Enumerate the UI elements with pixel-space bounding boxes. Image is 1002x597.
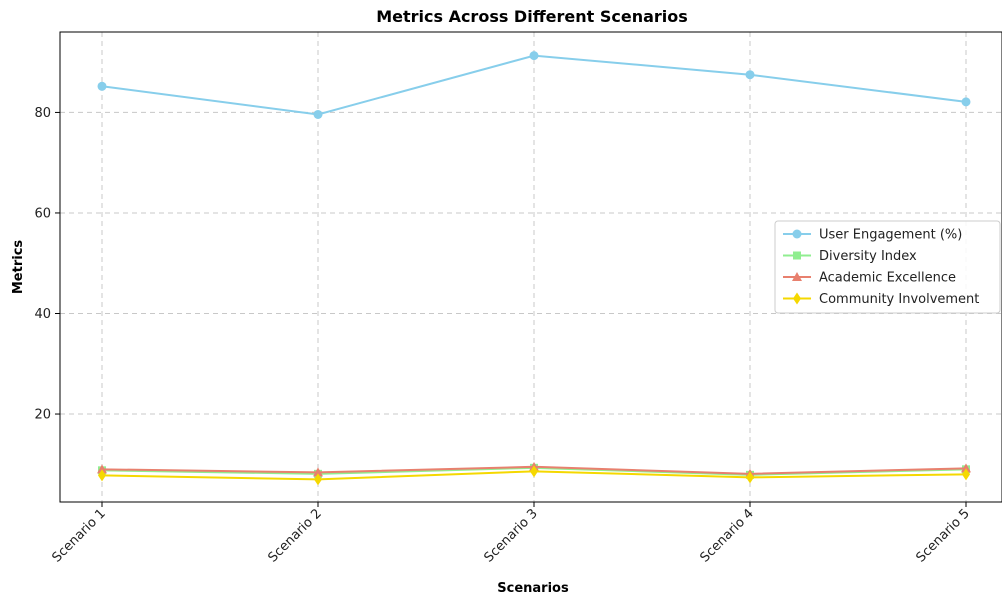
legend-label: User Engagement (%)	[819, 228, 962, 243]
legend-marker	[792, 229, 802, 239]
chart-title: Metrics Across Different Scenarios	[376, 7, 688, 26]
x-tick-label: Scenario 1	[49, 506, 108, 565]
y-tick-label: 60	[34, 206, 51, 221]
y-tick-label: 40	[34, 307, 51, 322]
data-point	[746, 471, 754, 484]
legend-label: Academic Excellence	[819, 271, 956, 286]
data-point	[97, 81, 107, 91]
legend-marker	[793, 292, 801, 305]
tick-layer: Scenario 1 Scenario 2 Scenario 3 Scenario 4…	[34, 106, 972, 566]
data-point	[962, 468, 970, 481]
legend-marker	[793, 251, 801, 260]
x-tick-label: Scenario 3	[481, 506, 540, 565]
data-point	[745, 70, 755, 80]
plot-frame	[59, 31, 1002, 503]
data-point	[530, 465, 538, 478]
x-tick-label: Scenario 5	[913, 506, 972, 565]
x-tick-label: Scenario 4	[697, 506, 756, 565]
x-axis-label: Scenarios	[497, 581, 569, 596]
legend-label: Community Involvement	[819, 292, 979, 307]
data-point	[98, 469, 106, 482]
y-axis-label: Metrics	[11, 240, 26, 295]
y-tick-label: 80	[34, 106, 51, 121]
series-layer	[97, 51, 971, 486]
legend-label: Diversity Index	[819, 249, 917, 264]
legend: User Engagement (%) Diversity Index Academ…	[774, 220, 1001, 314]
y-tick-label: 20	[34, 408, 51, 423]
data-point	[313, 467, 323, 477]
data-point	[529, 51, 539, 61]
x-tick-label: Scenario 2	[265, 506, 324, 565]
data-point	[97, 464, 107, 474]
data-point	[961, 463, 971, 473]
legend-box	[774, 220, 1001, 314]
data-point	[313, 109, 323, 119]
data-point	[961, 97, 971, 107]
data-point	[314, 473, 322, 486]
legend-marker	[792, 272, 802, 281]
